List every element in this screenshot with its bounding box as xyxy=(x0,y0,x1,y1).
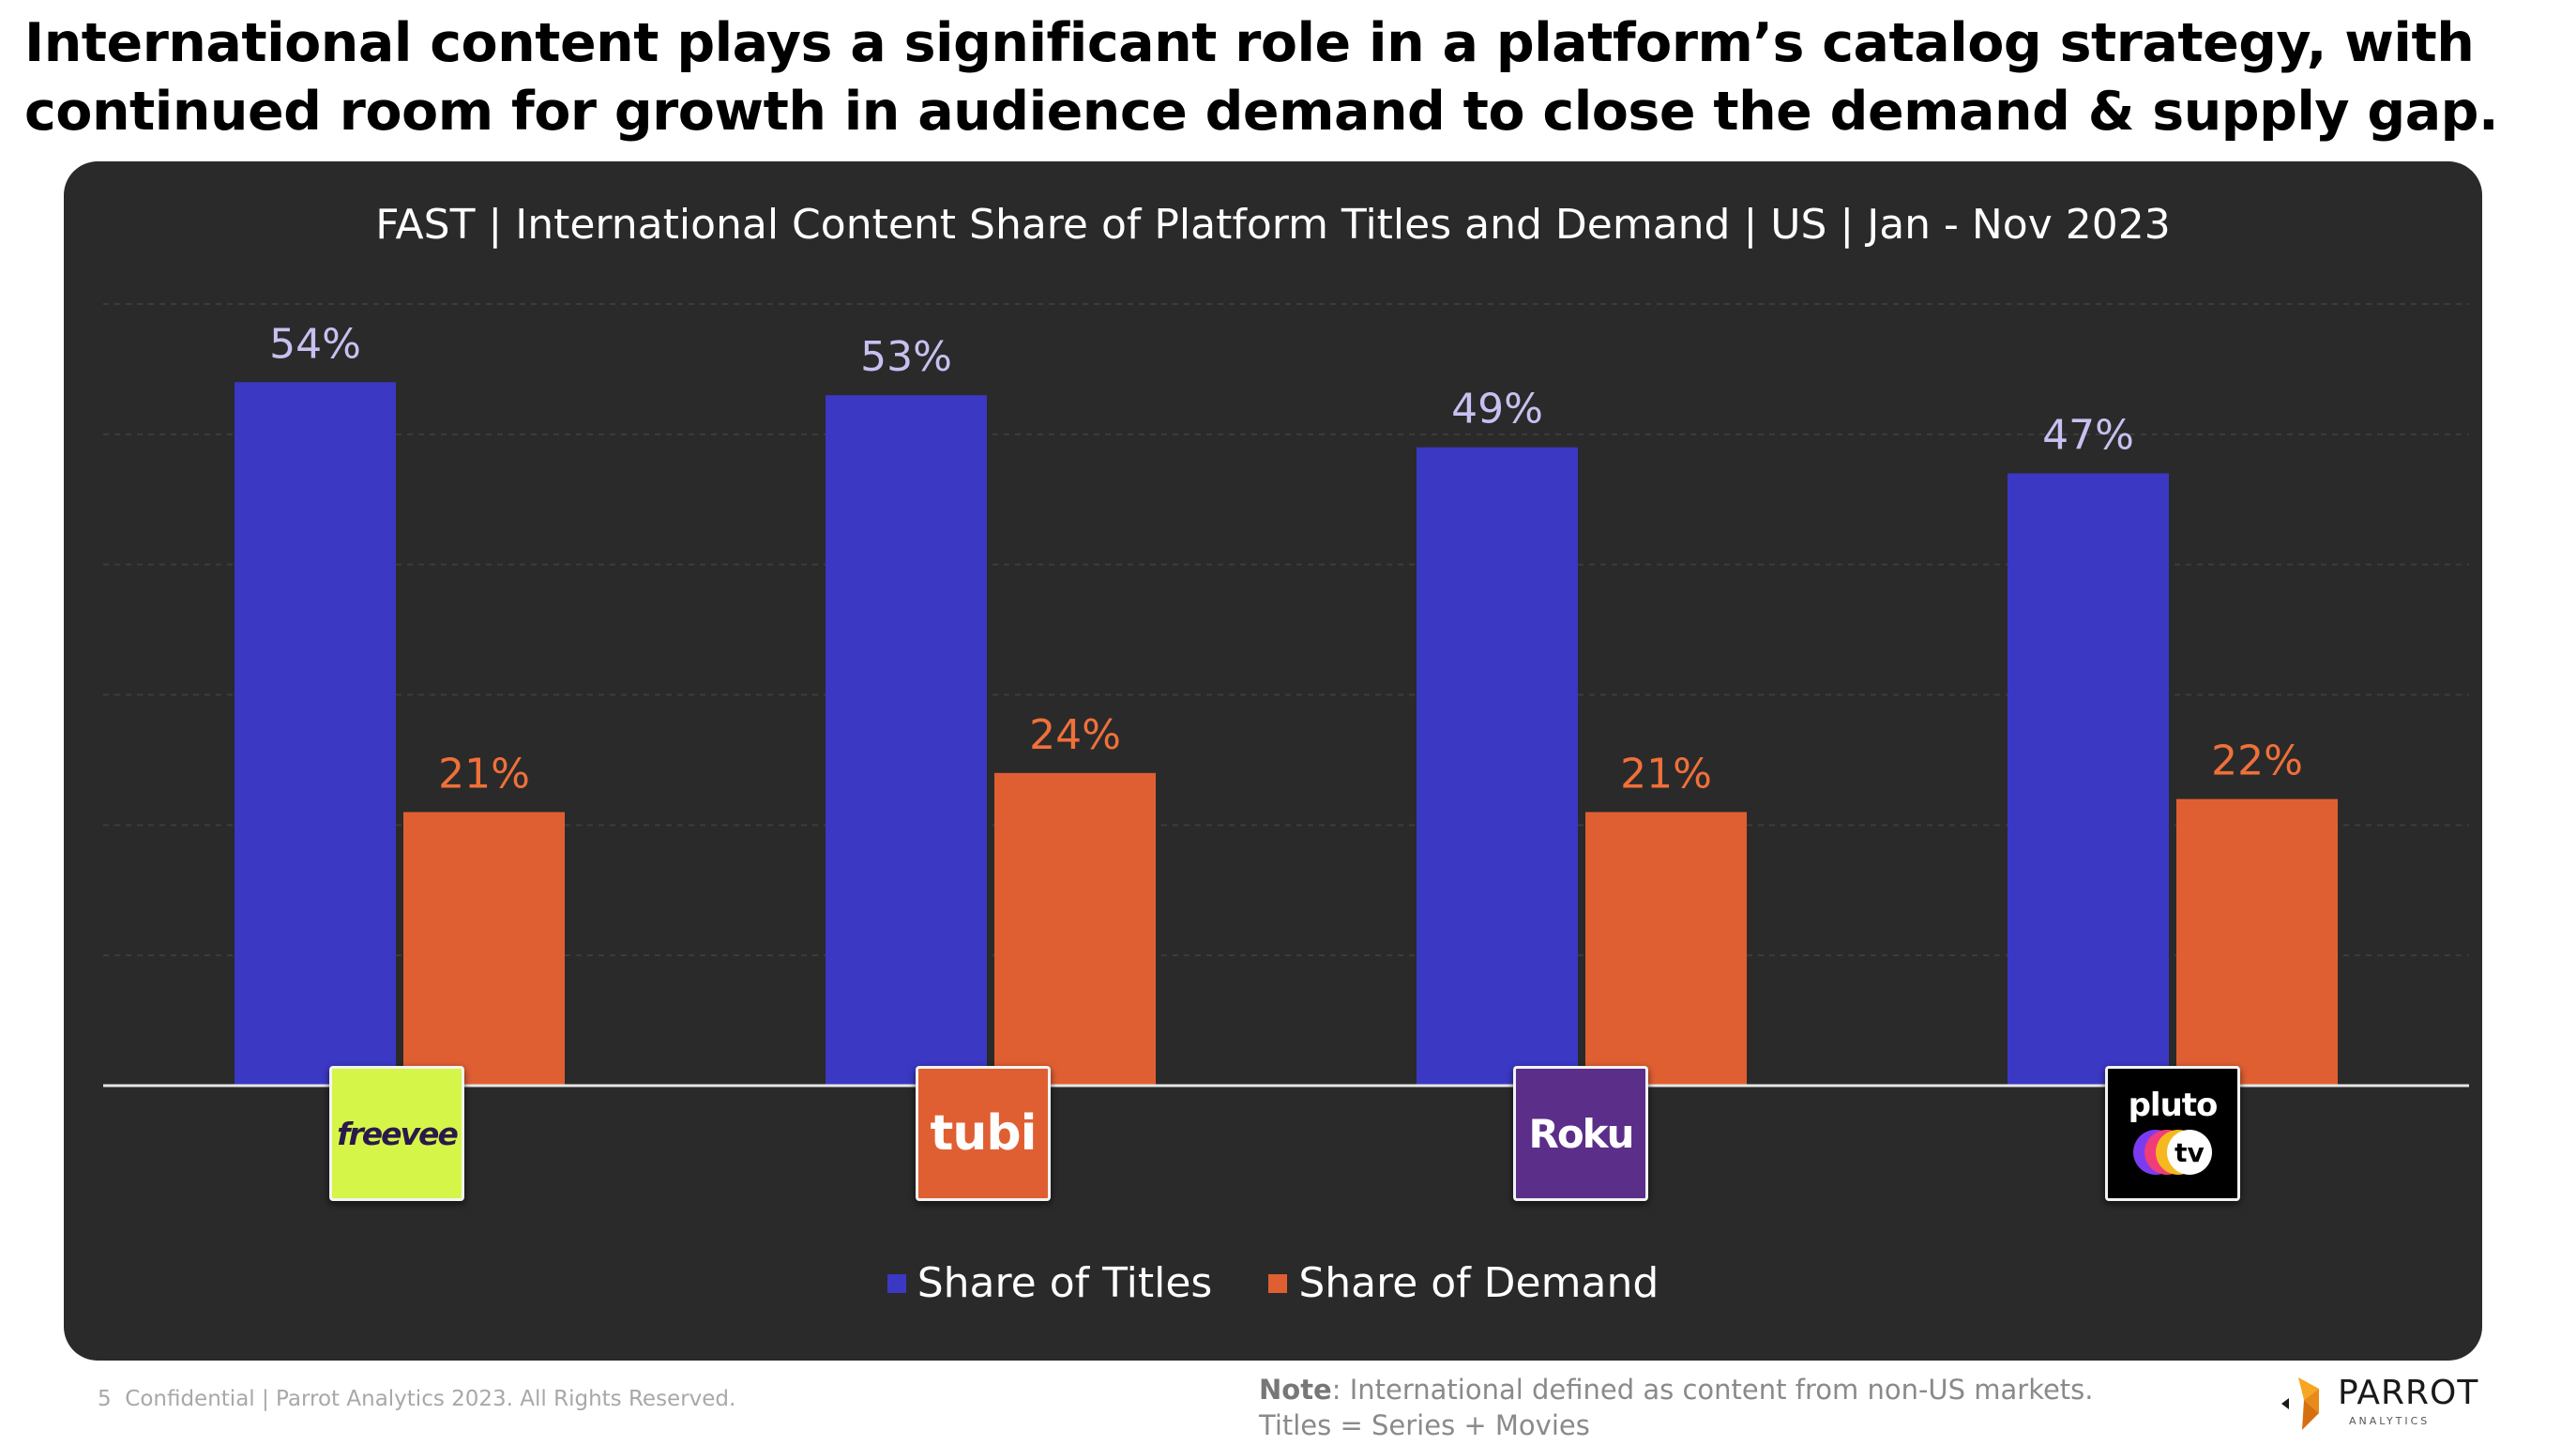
slide-headline: International content plays a significan… xyxy=(24,9,2557,146)
headline-line-1: International content plays a significan… xyxy=(24,12,2475,74)
pluto-tv-logo: pluto tv xyxy=(2105,1066,2240,1201)
data-label-titles-2: 49% xyxy=(1451,386,1543,434)
freevee-logo-text: freevee xyxy=(337,1115,459,1152)
bar-demand-2 xyxy=(1585,812,1747,1086)
legend-item-demand: Share of Demand xyxy=(1268,1259,1659,1307)
data-label-titles-0: 54% xyxy=(269,320,361,368)
pluto-tv-badge: tv xyxy=(2129,1126,2216,1179)
data-label-titles-3: 47% xyxy=(2042,411,2134,459)
data-label-demand-3: 22% xyxy=(2211,738,2303,785)
data-label-titles-1: 53% xyxy=(860,333,952,381)
pluto-logo-text: pluto xyxy=(2128,1087,2219,1124)
freevee-logo: freevee xyxy=(329,1066,464,1201)
chart-legend: Share of Titles Share of Demand xyxy=(64,1259,2482,1307)
note-text: : International defined as content from … xyxy=(1331,1374,2094,1406)
bar-demand-0 xyxy=(403,812,565,1086)
bar-chart: 54% 53% 49% 47% 21% 24% 21% 22% xyxy=(103,303,2469,1088)
bar-titles-1 xyxy=(826,395,987,1086)
bar-demand-3 xyxy=(2176,799,2338,1086)
bar-demand-1 xyxy=(994,772,1156,1086)
parrot-mark-icon xyxy=(2281,1377,2319,1430)
data-label-demand-1: 24% xyxy=(1029,711,1121,759)
page-number: 5 xyxy=(98,1387,112,1411)
bar-titles-2 xyxy=(1417,447,1578,1086)
footer-confidential: 5 Confidential | Parrot Analytics 2023. … xyxy=(98,1387,735,1411)
headline-line-2: continued room for growth in audience de… xyxy=(24,81,2499,143)
legend-label-titles: Share of Titles xyxy=(917,1259,1213,1307)
tubi-logo-text: tubi xyxy=(930,1105,1038,1162)
bar-titles-3 xyxy=(2008,473,2169,1086)
note-label: Note xyxy=(1259,1374,1332,1406)
brand-subtitle: ANALYTICS xyxy=(2349,1415,2431,1427)
legend-item-titles: Share of Titles xyxy=(886,1259,1213,1307)
roku-logo: Roku xyxy=(1513,1066,1648,1201)
pluto-tv-text: tv xyxy=(2167,1130,2212,1175)
chart-panel: FAST | International Content Share of Pl… xyxy=(64,161,2482,1361)
legend-swatch-demand xyxy=(1268,1273,1288,1293)
legend-label-demand: Share of Demand xyxy=(1298,1259,1659,1307)
roku-logo-text: Roku xyxy=(1528,1110,1634,1157)
footnote: Note: International defined as content f… xyxy=(1259,1372,2094,1443)
confidential-text: Confidential | Parrot Analytics 2023. Al… xyxy=(125,1387,736,1411)
brand-name: PARROT xyxy=(2338,1374,2479,1412)
legend-swatch-titles xyxy=(886,1273,906,1293)
data-label-demand-2: 21% xyxy=(1620,750,1712,798)
note-line-2: Titles = Series + Movies xyxy=(1259,1409,1590,1441)
chart-title: FAST | International Content Share of Pl… xyxy=(375,201,2171,249)
tubi-logo: tubi xyxy=(916,1066,1051,1201)
parrot-analytics-logo: PARROT ANALYTICS xyxy=(2270,1372,2479,1437)
data-label-demand-0: 21% xyxy=(438,750,530,798)
bar-titles-0 xyxy=(235,382,396,1086)
